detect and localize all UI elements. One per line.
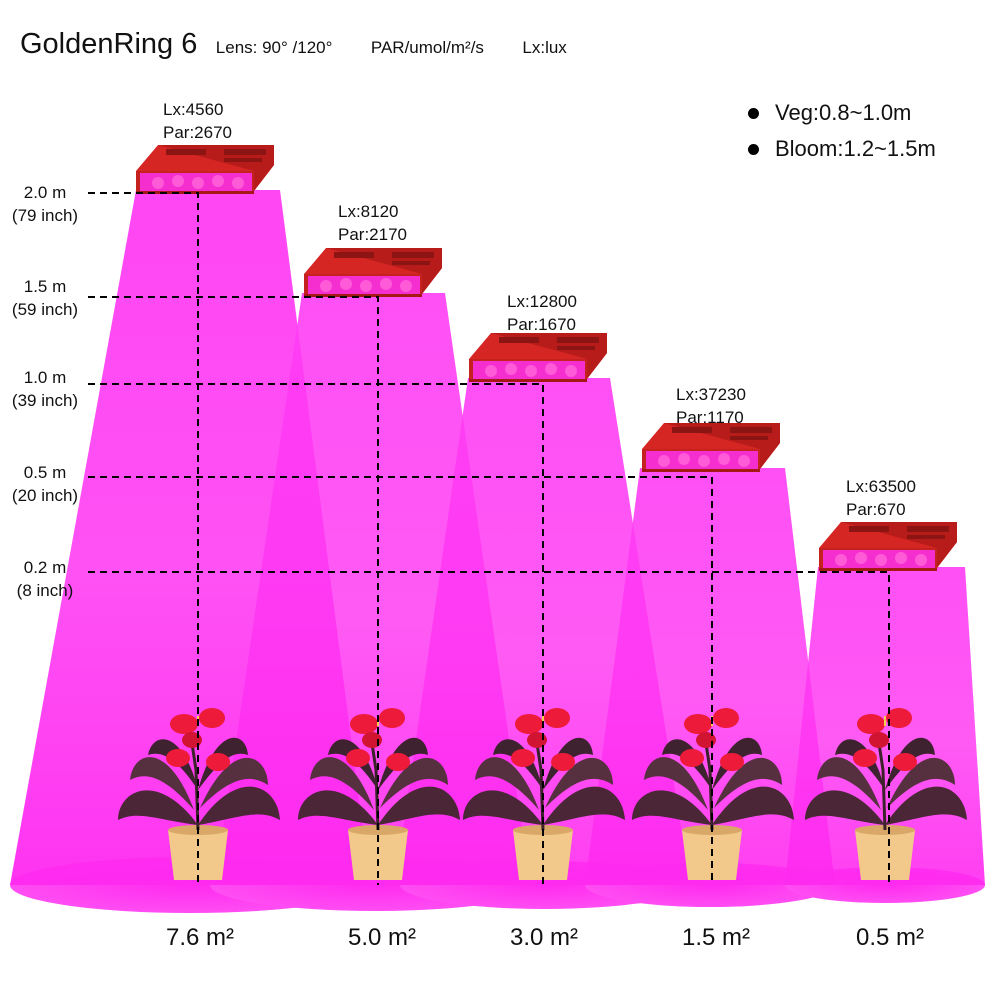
lux-value: Lx:8120 [338, 202, 399, 221]
height-label-1: 2.0 m (79 inch) [0, 181, 90, 227]
lux-value: Lx:12800 [507, 292, 577, 311]
grow-light-fixture-2 [304, 248, 442, 297]
height-m: 2.0 m [23, 183, 67, 202]
grow-light-fixture-1 [136, 145, 274, 194]
height-inch: (79 inch) [11, 206, 79, 225]
lux-value: Lx:37230 [676, 385, 746, 404]
bullet-icon [748, 107, 759, 119]
coverage-area-2: 5.0 m² [347, 924, 416, 951]
height-guide-2 [88, 296, 379, 885]
lux-value: Lx:63500 [846, 477, 916, 496]
reading-5: Lx:63500 Par:670 [846, 475, 916, 521]
reading-3: Lx:12800 Par:1670 [507, 290, 577, 336]
height-label-5: 0.2 m (8 inch) [0, 556, 90, 602]
height-inch: (39 inch) [11, 391, 79, 410]
model-name: GoldenRing 6 [20, 28, 198, 60]
lens-spec: Lens: 90° /120° [215, 38, 333, 57]
height-label-4: 0.5 m (20 inch) [0, 461, 90, 507]
legend-bloom: Bloom:1.2~1.5m [748, 131, 936, 167]
height-label-2: 1.5 m (59 inch) [0, 275, 90, 321]
height-guide-4 [88, 476, 713, 885]
legend-veg: Veg:0.8~1.0m [748, 95, 936, 131]
grow-light-fixture-5 [819, 522, 957, 571]
legend-bloom-label: Bloom:1.2~1.5m [775, 136, 936, 161]
height-guide-5 [88, 571, 890, 885]
par-value: Par:2670 [163, 123, 232, 142]
bullet-icon [748, 143, 759, 155]
coverage-area-4: 1.5 m² [681, 924, 750, 951]
lux-value: Lx:4560 [163, 100, 224, 119]
par-value: Par:1670 [507, 315, 576, 334]
height-inch: (20 inch) [11, 486, 79, 505]
height-m: 1.0 m [23, 368, 67, 387]
height-m: 1.5 m [23, 277, 67, 296]
lux-unit: Lx:lux [522, 38, 567, 57]
height-m: 0.5 m [23, 463, 67, 482]
legend-veg-label: Veg:0.8~1.0m [775, 100, 912, 125]
par-value: Par:2170 [338, 225, 407, 244]
header: GoldenRing 6 Lens: 90° /120° PAR/umol/m²… [20, 28, 601, 61]
height-inch: (59 inch) [11, 300, 79, 319]
reading-4: Lx:37230 Par:1170 [676, 383, 746, 429]
grow-light-fixture-4 [642, 423, 780, 472]
reading-1: Lx:4560 Par:2670 [163, 98, 232, 144]
height-m: 0.2 m [23, 558, 67, 577]
coverage-area-5: 0.5 m² [855, 924, 924, 951]
height-label-3: 1.0 m (39 inch) [0, 366, 90, 412]
reading-2: Lx:8120 Par:2170 [338, 200, 407, 246]
height-inch: (8 inch) [16, 581, 74, 600]
par-unit: PAR/umol/m²/s [370, 38, 484, 57]
grow-light-fixture-3 [469, 333, 607, 382]
coverage-area-1: 7.6 m² [165, 924, 234, 951]
growth-stage-legend: Veg:0.8~1.0m Bloom:1.2~1.5m [748, 95, 936, 167]
par-value: Par:670 [846, 500, 906, 519]
par-value: Par:1170 [676, 408, 744, 427]
height-guide-1 [88, 192, 199, 885]
coverage-area-3: 3.0 m² [509, 924, 578, 951]
